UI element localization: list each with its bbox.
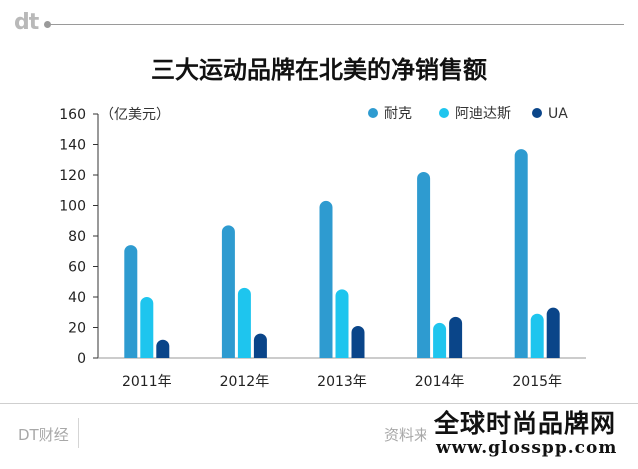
legend-marker [532, 108, 542, 118]
footer-source-note: 资料来 [384, 426, 430, 444]
bar [514, 149, 528, 358]
x-tick-label: 2015年 [512, 374, 562, 390]
bar [449, 316, 463, 358]
y-tick-label: 140 [59, 138, 86, 154]
bar [530, 313, 544, 358]
bar [433, 322, 447, 358]
legend-marker [368, 108, 378, 118]
bar [319, 200, 333, 358]
bar-chart: 0 20 40 60 80 100 120 140 160 （亿美元） 2011年 2012年 2013… [59, 106, 586, 390]
footer-separator [78, 418, 79, 448]
bar [546, 307, 560, 358]
watermark-title: 全球时尚品牌网 [434, 409, 617, 438]
footer-source-brand: DT财经 [18, 426, 69, 444]
legend-label: UA [548, 106, 568, 122]
y-tick-label: 20 [68, 321, 86, 337]
header-line-dot [44, 21, 51, 28]
bar [351, 325, 365, 358]
legend-label: 耐克 [384, 106, 412, 122]
footer-divider [0, 403, 638, 404]
legend-label: 阿迪达斯 [455, 106, 511, 122]
bar [124, 245, 138, 358]
y-unit-label: （亿美元） [100, 107, 170, 123]
watermark-url: www.glosspp.com [436, 438, 618, 458]
x-tick-label: 2012年 [220, 374, 270, 390]
bar [156, 339, 170, 358]
x-tick-label: 2011年 [122, 374, 172, 390]
bar [221, 225, 235, 358]
bar [417, 171, 431, 358]
chart-title: 三大运动品牌在北美的净销售额 [151, 56, 487, 84]
header-divider [50, 24, 624, 25]
y-tick-label: 160 [59, 107, 86, 123]
bar [237, 287, 251, 358]
y-tick-label: 100 [59, 199, 86, 215]
header-logo: dt [14, 10, 39, 35]
y-tick-label: 40 [68, 290, 86, 306]
y-tick-label: 120 [59, 168, 86, 184]
bar [140, 297, 154, 358]
legend-marker [439, 108, 449, 118]
y-tick-label: 60 [68, 260, 86, 276]
watermark: 全球时尚品牌网 www.glosspp.com [426, 404, 630, 460]
y-tick-label: 80 [68, 229, 86, 245]
x-tick-label: 2013年 [317, 374, 367, 390]
bar [253, 333, 267, 358]
y-tick-label: 0 [77, 351, 86, 367]
bar [335, 289, 349, 358]
x-tick-label: 2014年 [415, 374, 465, 390]
